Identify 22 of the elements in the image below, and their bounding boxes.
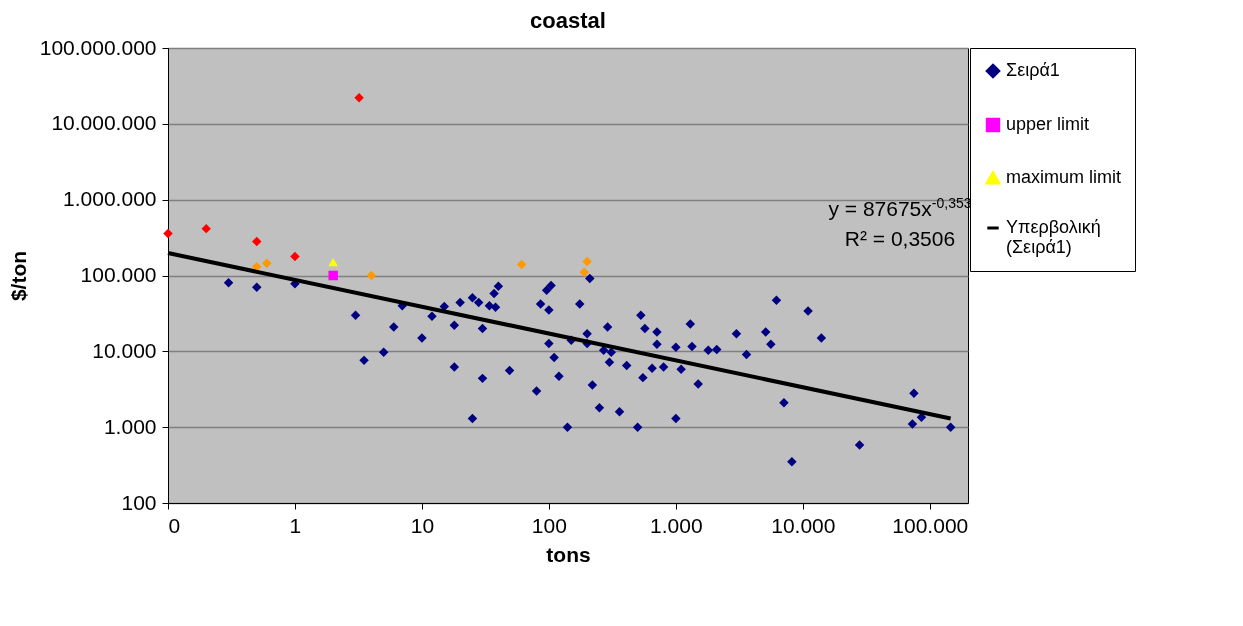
legend-label: Υπερβολική (Σειρά1) bbox=[1006, 217, 1101, 257]
legend-label: upper limit bbox=[1006, 114, 1090, 134]
x-tick-label: 1 bbox=[289, 513, 302, 537]
x-tick-label: 100 bbox=[531, 513, 567, 537]
x-axis-title: tons bbox=[546, 542, 591, 566]
x-tick-label: 10 bbox=[410, 513, 435, 537]
x-tick-label: 0 bbox=[168, 513, 181, 537]
x-tick-label: 10.000 bbox=[771, 513, 836, 537]
y-tick-label: 1.000.000 bbox=[63, 187, 157, 211]
y-tick-label: 100.000.000 bbox=[39, 35, 157, 59]
legend-label: maximum limit bbox=[1006, 167, 1121, 187]
y-tick-label: 100 bbox=[121, 490, 157, 514]
annotation: R² = 0,3506 bbox=[844, 227, 956, 250]
chart-title: coastal bbox=[530, 8, 606, 33]
legend-label: Σειρά1 bbox=[1006, 60, 1060, 80]
x-tick-label: 100.000 bbox=[892, 513, 969, 537]
y-tick-label: 100.000 bbox=[80, 263, 157, 286]
x-tick-label: 1.000 bbox=[650, 513, 703, 537]
y-tick-label: 1.000 bbox=[103, 414, 157, 438]
y-tick-label: 10.000.000 bbox=[51, 111, 157, 135]
y-axis-title: $/ton bbox=[6, 250, 30, 302]
y-tick-label: 10.000 bbox=[92, 338, 157, 362]
